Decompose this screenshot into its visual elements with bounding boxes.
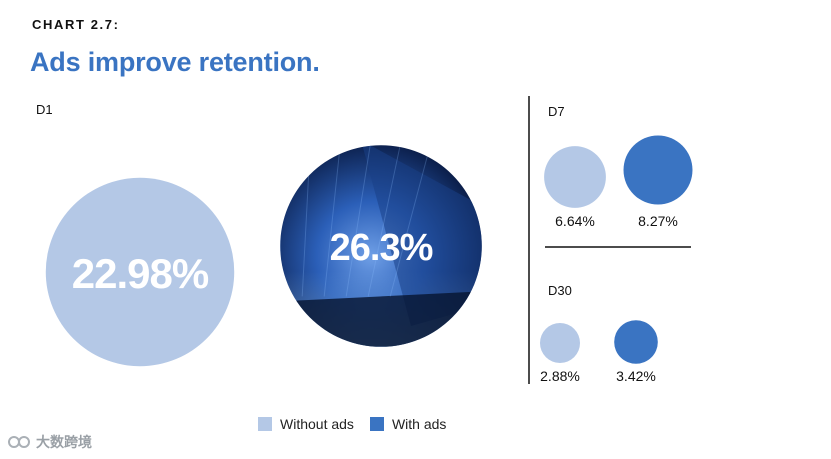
value-label-d30-with-ads: 3.42% <box>616 368 656 384</box>
bubble-d7-without-ads <box>544 146 606 208</box>
watermark-text: 大数跨境 <box>36 434 92 450</box>
chart-number-label: CHART 2.7: <box>32 17 120 32</box>
watermark-logo-icon <box>8 436 30 448</box>
value-label-d1-without-ads: 22.98% <box>72 250 209 297</box>
legend-swatch-without-ads <box>258 417 272 431</box>
legend-label-with-ads: With ads <box>391 416 447 432</box>
value-label-d30-without-ads: 2.88% <box>540 368 580 384</box>
legend: Without ads With ads <box>258 416 462 432</box>
legend-label-without-ads: Without ads <box>280 416 354 432</box>
chart-headline: Ads improve retention. <box>30 47 320 77</box>
value-label-d7-with-ads: 8.27% <box>638 213 678 229</box>
group-label-d1: D1 <box>36 102 53 117</box>
bubble-d30-with-ads <box>614 320 658 364</box>
bubble-d1-with-ads <box>280 145 482 347</box>
value-label-d1-with-ads: 26.3% <box>330 227 433 269</box>
group-label-d7: D7 <box>548 104 565 119</box>
bubble-d1-without-ads <box>45 177 235 367</box>
group-label-d30: D30 <box>548 283 572 298</box>
legend-item-with-ads: With ads <box>369 416 447 432</box>
bubble-d7-with-ads <box>623 135 693 205</box>
legend-item-without-ads: Without ads <box>258 416 354 432</box>
legend-swatch-with-ads <box>369 417 384 431</box>
value-label-d7-without-ads: 6.64% <box>555 213 595 229</box>
watermark: 大数跨境 <box>8 432 92 452</box>
bubble-d30-without-ads <box>539 322 581 364</box>
